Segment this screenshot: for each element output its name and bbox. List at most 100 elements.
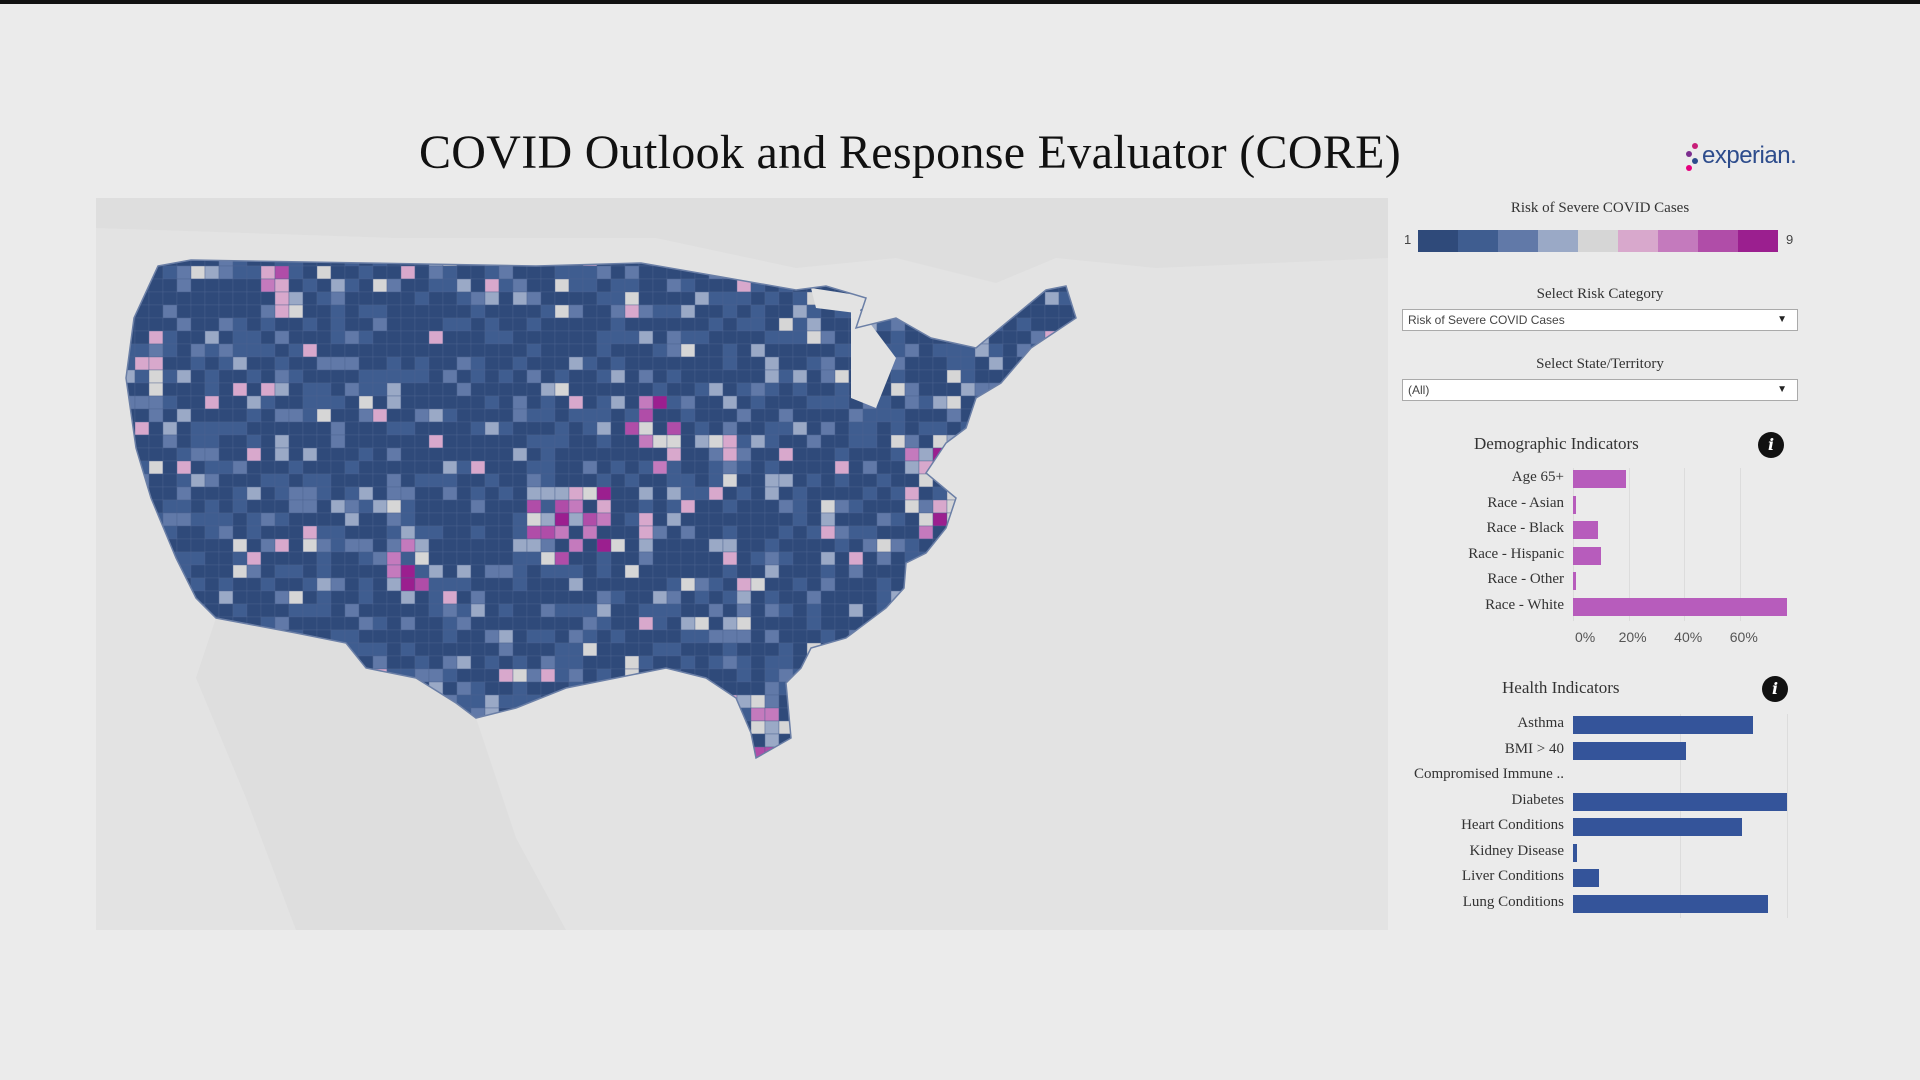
county-cell (540, 642, 556, 657)
county-cell (736, 421, 752, 436)
county-cell (246, 525, 262, 540)
county-cell (540, 447, 556, 462)
map-canvas[interactable] (96, 198, 1388, 930)
county-cell (190, 460, 206, 475)
county-cell (190, 382, 206, 397)
county-cell (162, 278, 178, 293)
bar[interactable] (1573, 818, 1743, 836)
county-cell (330, 473, 346, 488)
county-cell (582, 265, 598, 280)
county-cell (736, 642, 752, 657)
county-cell (232, 499, 248, 514)
county-cell (806, 330, 822, 345)
state-territory-select[interactable]: (All) ▼ (1402, 379, 1798, 401)
county-cell (400, 486, 416, 501)
bar[interactable] (1573, 521, 1598, 539)
county-cell (218, 512, 234, 527)
info-icon[interactable]: i (1758, 432, 1784, 458)
county-cell (540, 486, 556, 501)
county-cell (694, 369, 710, 384)
county-cell (344, 343, 360, 358)
bar[interactable] (1573, 597, 1787, 616)
bar[interactable] (1573, 546, 1601, 565)
bar[interactable] (1573, 869, 1599, 887)
county-cell (778, 356, 794, 371)
county-cell (512, 434, 528, 449)
county-cell (162, 382, 178, 397)
county-cell (498, 304, 514, 319)
county-cell (596, 356, 612, 371)
bar[interactable] (1573, 716, 1753, 734)
county-cell (736, 538, 752, 553)
county-cell (246, 330, 262, 345)
county-cell (1058, 304, 1074, 319)
county-cell (652, 473, 668, 488)
county-cell (386, 499, 402, 514)
county-cell (232, 590, 248, 605)
county-cell (316, 616, 332, 631)
county-cell (568, 577, 584, 592)
county-cell (512, 655, 528, 670)
county-cell (540, 460, 556, 475)
county-cell (792, 551, 808, 566)
county-cell (582, 590, 598, 605)
county-cell (302, 538, 318, 553)
county-cell (904, 538, 920, 553)
risk-category-select[interactable]: Risk of Severe COVID Cases ▼ (1402, 309, 1798, 331)
county-cell (330, 486, 346, 501)
county-cell (526, 551, 542, 566)
county-cell (330, 460, 346, 475)
county-cell (456, 421, 472, 436)
county-cell (512, 512, 528, 527)
county-cell (148, 395, 164, 410)
county-risk-map[interactable] (96, 198, 1388, 930)
county-cell (540, 473, 556, 488)
county-cell (148, 343, 164, 358)
county-cell (484, 538, 500, 553)
county-cell (624, 460, 640, 475)
county-cell (148, 460, 164, 475)
county-cell (344, 265, 360, 280)
county-cell (386, 330, 402, 345)
experian-logo: experian. (1686, 140, 1798, 174)
county-cell (554, 564, 570, 579)
county-cell (526, 486, 542, 501)
gridline (1573, 468, 1574, 621)
bar[interactable] (1573, 495, 1576, 514)
bar[interactable] (1573, 894, 1768, 913)
county-cell (330, 499, 346, 514)
county-cell (232, 564, 248, 579)
county-cell (288, 304, 304, 319)
bar[interactable] (1573, 572, 1576, 590)
bar[interactable] (1573, 792, 1787, 811)
bar[interactable] (1573, 843, 1578, 862)
county-cell (778, 577, 794, 592)
county-cell (372, 486, 388, 501)
county-cell (246, 486, 262, 501)
county-cell (680, 525, 696, 540)
info-icon[interactable]: i (1762, 676, 1788, 702)
county-cell (512, 486, 528, 501)
county-cell (372, 343, 388, 358)
county-cell (848, 590, 864, 605)
county-cell (624, 434, 640, 449)
county-cell (358, 525, 374, 540)
bar[interactable] (1573, 470, 1626, 488)
bar[interactable] (1573, 741, 1687, 760)
county-cell (526, 317, 542, 332)
county-cell (652, 265, 668, 280)
county-cell (624, 512, 640, 527)
county-cell (190, 317, 206, 332)
legend-segment (1458, 230, 1498, 252)
county-cell (498, 421, 514, 436)
bar-label: Race - White (1485, 596, 1564, 613)
county-cell (680, 408, 696, 423)
county-cell (526, 668, 542, 683)
county-cell (722, 564, 738, 579)
county-cell (134, 317, 150, 332)
county-cell (722, 291, 738, 306)
county-cell (386, 538, 402, 553)
county-cell (568, 265, 584, 280)
county-cell (204, 577, 220, 592)
county-cell (218, 473, 234, 488)
